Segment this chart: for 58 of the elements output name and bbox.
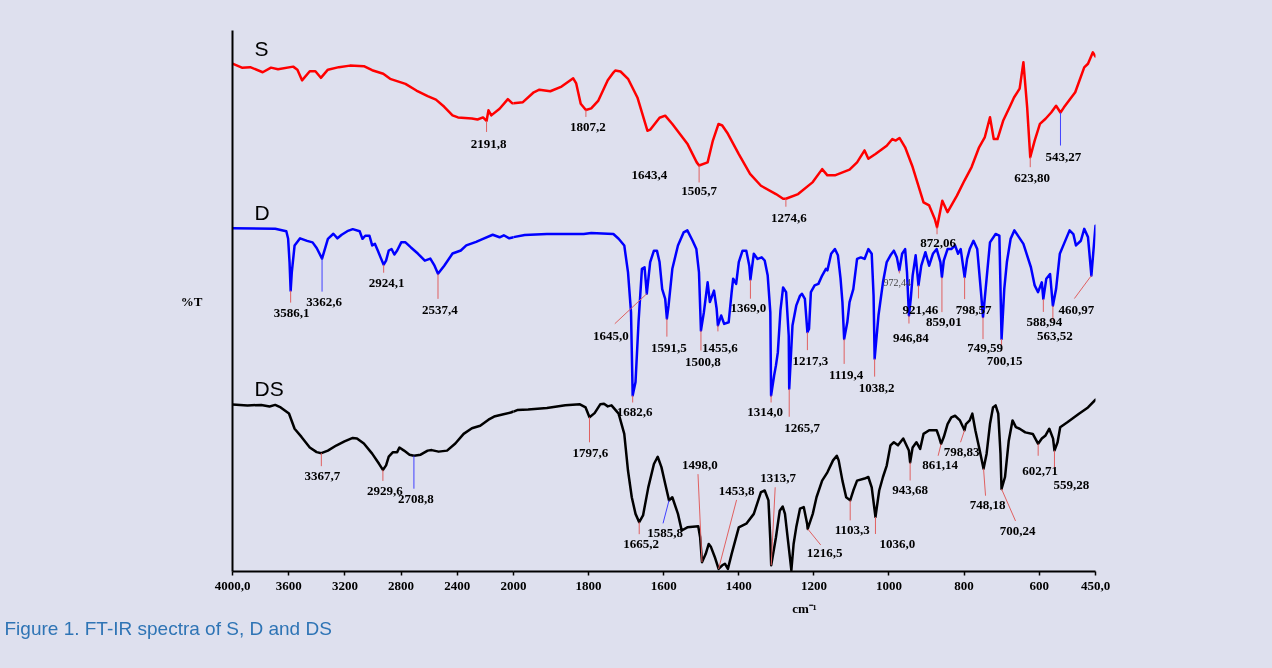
annotation: 1797,6 <box>572 445 609 461</box>
annotation: 1453,8 <box>718 482 755 498</box>
x-tick-label: 4000,0 <box>214 577 251 593</box>
annotation: 1314,0 <box>747 404 783 420</box>
annotation: 1455,6 <box>702 340 739 356</box>
annotation: 1807,2 <box>570 118 606 134</box>
x-tick-label: 1200 <box>800 577 827 593</box>
x-tick-label: 1800 <box>575 577 602 593</box>
annotation: 700,24 <box>999 522 1036 538</box>
x-tick-label: 2000 <box>500 577 527 593</box>
annotation: 859,01 <box>926 314 962 330</box>
annotation: 1265,7 <box>784 419 821 435</box>
annotation: 1591,5 <box>651 339 688 355</box>
annotation: 1313,7 <box>760 470 797 486</box>
annotation: 1217,3 <box>792 353 829 369</box>
annotation: 2191,8 <box>470 135 507 151</box>
annotation: 1369,0 <box>730 299 767 315</box>
x-tick-label: 800 <box>954 577 974 593</box>
x-tick-label: 1600 <box>650 577 677 593</box>
annotation: 543,27 <box>1045 148 1082 164</box>
annotation: 563,52 <box>1037 327 1073 343</box>
annotation: 1274,6 <box>771 209 808 225</box>
annotation: 1682,6 <box>616 404 654 420</box>
x-tick-label: 600 <box>1029 577 1049 593</box>
x-axis-title: cm⁻¹ <box>792 600 817 616</box>
annotation: 2924,1 <box>368 274 405 290</box>
text: Figure 1. FT-IR spectra of S, D and DS <box>4 617 332 639</box>
x-tick-label: 1000 <box>875 577 902 593</box>
annotation: 1643,4 <box>631 166 668 182</box>
annotation: 3367,7 <box>304 468 341 484</box>
y-axis-title: %T <box>180 293 203 309</box>
annotation: 946,84 <box>893 329 930 345</box>
annotation: 3362,6 <box>306 293 343 309</box>
annotation: 943,68 <box>892 482 929 498</box>
annotation: 2537,4 <box>422 301 459 317</box>
annotation: 1216,5 <box>806 544 844 560</box>
annotation: 1038,2 <box>858 379 895 395</box>
annotation: 1500,8 <box>685 353 722 369</box>
annotation: 559,28 <box>1053 476 1090 492</box>
annotation: 748,18 <box>969 496 1006 512</box>
x-tick-label: 1400 <box>725 577 752 593</box>
x-tick-label: 450,0 <box>1080 577 1111 593</box>
x-tick-label: 3600 <box>275 577 302 593</box>
annotation: 1505,7 <box>681 183 718 199</box>
annotation: 1119,4 <box>828 366 864 382</box>
x-tick-label: 3200 <box>331 577 358 593</box>
x-tick-label: 2800 <box>388 577 415 593</box>
series-label: S <box>254 36 269 60</box>
annotation: 623,80 <box>1014 170 1051 186</box>
series-label: D <box>254 201 270 225</box>
annotation: 1645,0 <box>592 327 629 343</box>
annotation: 1498,0 <box>682 457 718 473</box>
annotation: 1036,0 <box>879 535 916 551</box>
series-label: DS <box>254 377 284 401</box>
annotation: 872,06 <box>920 235 957 251</box>
annotation: 1103,3 <box>834 522 871 538</box>
annotation: 602,71 <box>1022 462 1059 478</box>
x-tick-label: 2400 <box>444 577 471 593</box>
